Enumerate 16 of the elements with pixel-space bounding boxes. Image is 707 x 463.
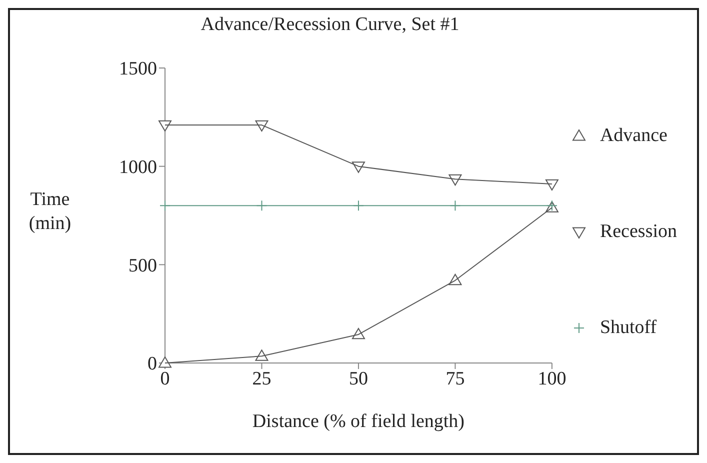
- x-tick-label: 75: [446, 368, 465, 390]
- legend-label: Shutoff: [600, 316, 657, 338]
- legend-label: Advance: [600, 124, 668, 146]
- legend-label: Recession: [600, 220, 677, 242]
- y-tick-label: 500: [128, 255, 157, 276]
- x-axis-title: Distance (% of field length): [252, 411, 465, 432]
- x-tick-label: 100: [538, 368, 566, 390]
- y-tick-label: 1000: [119, 157, 157, 178]
- chart-title: Advance/Recession Curve, Set #1: [200, 14, 460, 36]
- y-axis-title: Time (min): [28, 188, 72, 236]
- y-tick-label: 1500: [119, 58, 157, 80]
- x-tick-label: 0: [160, 368, 170, 390]
- point: [545, 179, 558, 191]
- y-tick-label: 0: [148, 354, 157, 375]
- x-tick-label: 25: [252, 368, 272, 390]
- x-tick-label: 50: [348, 368, 368, 390]
